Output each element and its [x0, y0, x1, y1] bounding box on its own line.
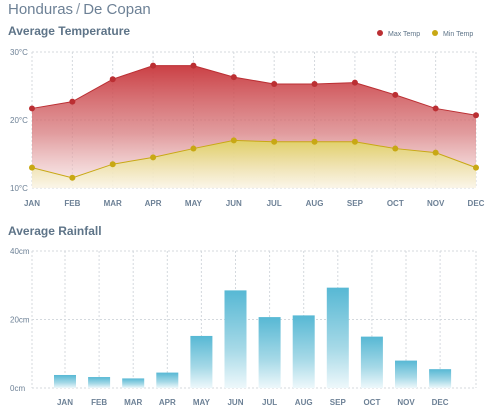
rain-x-tick-label: AUG [295, 398, 313, 407]
min-temp-point[interactable] [351, 138, 358, 145]
max-temp-point[interactable] [351, 79, 358, 86]
rain-x-tick-label: DEC [432, 398, 449, 407]
rain-bar[interactable] [429, 369, 452, 388]
max-temp-point[interactable] [69, 98, 76, 105]
temp-x-tick-label: JUL [267, 199, 282, 208]
rain-bar[interactable] [360, 336, 383, 388]
max-temp-point[interactable] [230, 74, 237, 81]
legend-max-temp-label: Max Temp [388, 31, 420, 38]
rain-x-tick-label: JUL [262, 398, 277, 407]
min-temp-point[interactable] [230, 137, 237, 144]
min-temp-point[interactable] [392, 145, 399, 152]
rain-bar[interactable] [88, 377, 111, 388]
rain-x-tick-label: JAN [57, 398, 73, 407]
max-temp-point[interactable] [473, 112, 479, 119]
max-temp-point[interactable] [432, 105, 439, 112]
legend-min-temp-label: Min Temp [443, 31, 473, 38]
min-temp-point[interactable] [29, 164, 35, 171]
rain-y-tick-label: 20cm [10, 316, 30, 325]
temp-x-tick-label: APR [145, 199, 162, 208]
temp-x-tick-label: MAR [104, 199, 122, 208]
rain-x-tick-label: APR [159, 398, 176, 407]
temp-y-tick-label: 10°C [10, 184, 28, 193]
temp-x-tick-label: JUN [226, 199, 242, 208]
location-name: De Copan [83, 1, 151, 18]
rain-bar[interactable] [258, 317, 281, 388]
breadcrumb-separator: / [76, 1, 81, 18]
rain-bar[interactable] [395, 360, 417, 388]
temp-x-tick-label: OCT [387, 199, 404, 208]
min-temp-point[interactable] [69, 174, 76, 181]
rain-y-tick-label: 40cm [10, 247, 30, 256]
min-temp-point[interactable] [109, 161, 116, 168]
rain-x-tick-label: MAR [124, 398, 142, 407]
max-temp-point[interactable] [29, 105, 35, 112]
rain-bar[interactable] [292, 315, 315, 388]
rain-x-tick-label: NOV [397, 398, 415, 407]
max-temp-point[interactable] [150, 62, 157, 69]
temp-x-tick-label: DEC [468, 199, 485, 208]
temp-x-tick-label: FEB [64, 199, 80, 208]
temperature-legend: Max Temp Min Temp [377, 30, 473, 38]
page-header: Honduras / De Copan [8, 0, 151, 20]
temp-x-tick-label: AUG [306, 199, 324, 208]
max-temp-line [31, 65, 477, 116]
rain-bar[interactable] [224, 290, 247, 388]
rain-bar[interactable] [190, 335, 213, 388]
rain-bar[interactable] [122, 378, 145, 388]
max-temp-point[interactable] [392, 91, 399, 98]
country-name: Honduras [8, 1, 74, 18]
temp-y-tick-label: 20°C [10, 116, 28, 125]
min-temp-point[interactable] [271, 138, 278, 145]
temperature-chart: 30°C 20°C 10°C JAN FEB MAR APR MAY JUN JUL AUG SEP… [10, 30, 485, 208]
rain-x-tick-label: JUN [227, 398, 243, 407]
min-temp-point[interactable] [190, 145, 197, 152]
min-temp-point[interactable] [311, 138, 318, 145]
temp-x-tick-label: NOV [427, 199, 445, 208]
rain-y-tick-label: 0cm [10, 384, 25, 393]
rain-bar[interactable] [326, 287, 349, 388]
max-temp-point[interactable] [190, 62, 197, 69]
max-temp-point[interactable] [271, 80, 278, 87]
rain-x-tick-label: FEB [91, 398, 107, 407]
min-temp-point[interactable] [473, 164, 479, 171]
min-temp-area [32, 140, 476, 188]
min-temp-line [31, 139, 477, 179]
rain-x-tick-label: OCT [363, 398, 380, 407]
max-temp-point[interactable] [109, 76, 116, 83]
rain-x-tick-label: SEP [330, 398, 347, 407]
rain-bar[interactable] [156, 372, 179, 388]
rain-bar[interactable] [54, 374, 76, 388]
temp-x-tick-label: JAN [24, 199, 40, 208]
temp-x-tick-label: MAY [185, 199, 203, 208]
min-temp-point[interactable] [432, 149, 439, 156]
rain-x-tick-label: MAY [193, 398, 211, 407]
temperature-chart-title: Average Temperature [8, 24, 131, 38]
legend-min-temp-marker [432, 30, 438, 36]
temp-x-tick-label: SEP [347, 199, 364, 208]
max-temp-point[interactable] [311, 80, 318, 87]
min-temp-point[interactable] [150, 154, 157, 161]
rainfall-chart-title: Average Rainfall [8, 224, 102, 238]
temp-y-tick-label: 30°C [10, 48, 28, 57]
legend-max-temp-marker [377, 30, 383, 36]
